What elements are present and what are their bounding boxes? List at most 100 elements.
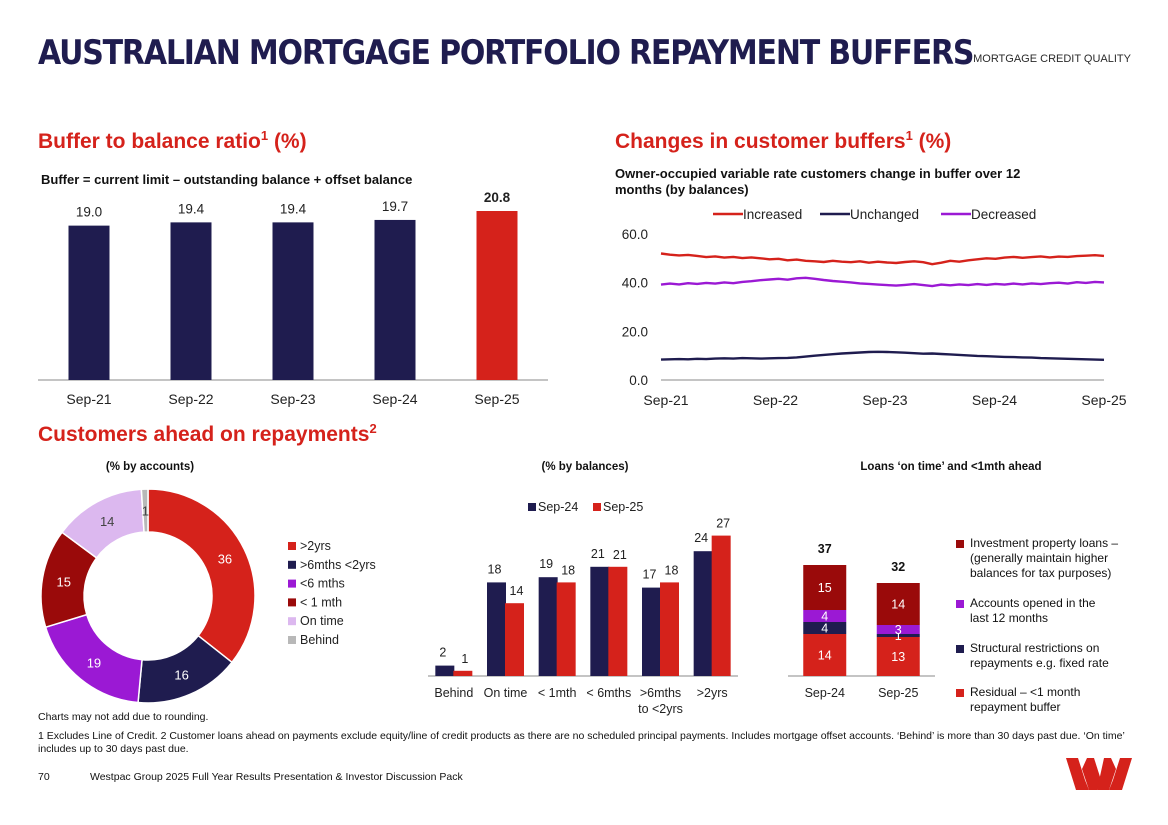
data-label: 24 (694, 531, 708, 545)
page-number: 70 (38, 771, 50, 783)
series-line-increased (660, 252, 1105, 266)
logo-stroke-mid-left (1082, 758, 1101, 790)
y-tick-label: 20.0 (622, 324, 648, 339)
legend-swatch (288, 617, 296, 626)
data-label: 21 (591, 547, 605, 561)
x-tick-label: Sep-24 (972, 392, 1017, 408)
stack-segment (876, 637, 920, 676)
segment-label: 13 (891, 650, 905, 664)
legend-label: <6 mths (300, 577, 345, 591)
data-label: 1 (461, 652, 468, 666)
x-tick-label: Sep-23 (270, 391, 315, 407)
logo-stroke-right (1109, 758, 1132, 790)
stack-segment (803, 634, 847, 676)
bar-Sep-25 (453, 670, 473, 676)
stack-title: Loans ‘on time’ and <1mth ahead (860, 461, 1042, 473)
y-tick-label: 0.0 (629, 373, 648, 388)
bar-Sep-25 (476, 211, 518, 380)
legend-swatch (956, 645, 964, 653)
slice-label: 16 (174, 668, 188, 683)
legend-text: (generally maintain higher (970, 551, 1109, 565)
stack-segment (876, 583, 920, 625)
segment-label: 3 (895, 623, 902, 637)
data-label: 19.0 (76, 205, 102, 220)
bar-Sep-25 (711, 535, 731, 676)
legend-text: repayments e.g. fixed rate (970, 656, 1109, 670)
buffer-changes-subtitle: Owner-occupied variable rate customers c… (615, 166, 1021, 197)
stack-legend-item: Residual – <1 month repayment buffer (956, 685, 1156, 715)
x-tick-label: Sep-21 (643, 392, 688, 408)
bar-Sep-22 (170, 222, 212, 380)
legend-swatch (288, 598, 296, 607)
footnotes: 1 Excludes Line of Credit. 2 Customer lo… (38, 730, 1125, 755)
bar-Sep-25 (660, 582, 679, 676)
x-tick-label: Sep-24 (372, 391, 417, 407)
donut-title: (% by accounts) (105, 461, 195, 473)
slice-label: 19 (87, 655, 101, 670)
stack-segment (876, 625, 920, 634)
legend-swatch (288, 542, 296, 550)
bar-Sep-24 (538, 577, 558, 676)
x-tick-label: Sep-22 (753, 392, 798, 408)
series-line-decreased (660, 276, 1105, 288)
stack-segment (803, 610, 847, 622)
legend-label: >2yrs (300, 539, 331, 553)
legend-swatch (956, 540, 964, 548)
x-tick-label: Sep-22 (168, 391, 213, 407)
bar-Sep-25 (608, 566, 628, 676)
y-tick-label: 40.0 (622, 276, 648, 291)
x-tick-label: Sep-23 (862, 392, 907, 408)
data-label: 18 (488, 562, 502, 576)
segment-label: 4 (821, 610, 828, 624)
data-label: 17 (643, 568, 657, 582)
data-label: 27 (716, 517, 730, 531)
legend-label: Sep-24 (538, 500, 578, 514)
x-tick-label: >6mths (640, 686, 681, 700)
total-label: 32 (891, 560, 905, 574)
balances-title: (% by balances) (541, 461, 629, 473)
legend-text: Accounts opened in the (970, 596, 1096, 610)
slice-label: 15 (57, 574, 71, 589)
legend-text: last 12 months (970, 611, 1049, 625)
data-label: 14 (510, 584, 524, 598)
legend-label: Increased (743, 207, 802, 222)
bar-Sep-24 (590, 566, 610, 676)
data-label: 18 (665, 563, 679, 577)
x-tick-label: On time (484, 686, 528, 700)
document-title: Westpac Group 2025 Full Year Results Pre… (90, 771, 463, 783)
data-label: 19 (539, 557, 553, 571)
page-title: AUSTRALIAN MORTGAGE PORTFOLIO REPAYMENT … (38, 34, 974, 74)
legend-text: Residual – <1 month (970, 685, 1081, 699)
segment-label: 14 (891, 598, 905, 612)
stack-legend-item: Investment property loans – (generally m… (956, 536, 1156, 581)
bar-Sep-25 (505, 603, 524, 676)
legend-label: < 1 mth (300, 595, 342, 609)
ahead-heading: Customers ahead on repayments2 (38, 421, 377, 446)
data-label: 19.7 (382, 199, 408, 214)
x-tick-label: Sep-21 (66, 391, 111, 407)
legend-swatch (956, 689, 964, 697)
x-tick-label: to <2yrs (638, 702, 683, 716)
logo-stroke-left (1066, 758, 1089, 790)
legend-label: Unchanged (850, 207, 919, 222)
x-tick-label: Sep-24 (805, 686, 845, 700)
donut-slice (140, 488, 149, 533)
legend-swatch (288, 560, 296, 569)
data-label: 2 (439, 646, 446, 660)
legend-swatch (288, 636, 296, 644)
legend-text: Structural restrictions on (970, 641, 1100, 655)
stack-segment (876, 634, 920, 637)
bar-Sep-24 (435, 665, 455, 676)
x-tick-label: Sep-25 (878, 686, 918, 700)
data-label: 19.4 (178, 201, 205, 216)
westpac-logo (1066, 758, 1132, 790)
x-tick-label: Sep-25 (1081, 392, 1126, 408)
logo-stroke-mid-right (1097, 758, 1116, 790)
data-label: 21 (613, 548, 627, 562)
x-tick-label: Behind (434, 686, 473, 700)
bar-Sep-25 (556, 582, 576, 676)
